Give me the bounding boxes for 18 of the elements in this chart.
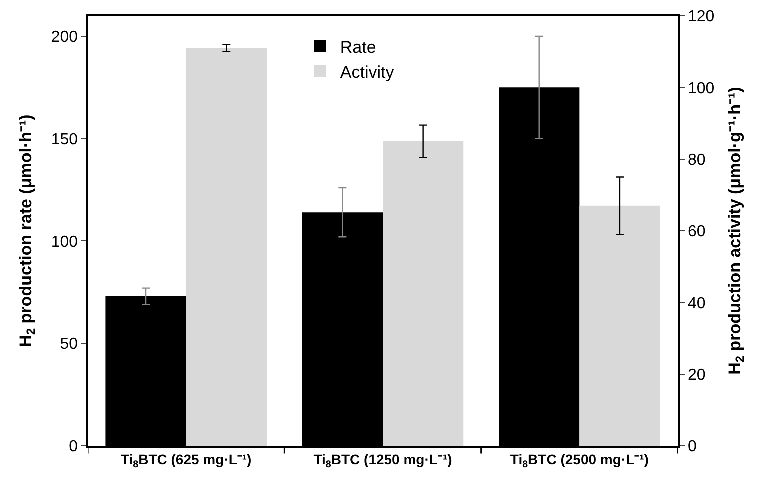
x-tick-label: Ti$_{8}$BTC (1250 mg·L⁻¹) <box>314 452 452 470</box>
x-tick-label: Ti$_{8}$BTC (2500 mg·L⁻¹) <box>510 452 649 470</box>
y-tick-label: 100 <box>51 234 78 251</box>
y2-tick-label: 60 <box>688 224 706 241</box>
y2-tick-label: 40 <box>688 295 706 312</box>
y2-tick-label: 120 <box>688 8 715 26</box>
x-tick-label: Ti$_{8}$BTC (625 mg·L⁻¹) <box>120 452 252 470</box>
bar <box>186 48 267 446</box>
y2-tick-label: 0 <box>688 438 697 456</box>
y2-tick-label: 100 <box>688 80 715 98</box>
legend-label: Activity <box>340 63 395 82</box>
y-tick-label: 200 <box>51 29 78 46</box>
y-tick-label: 50 <box>60 336 78 354</box>
legend-label: Rate <box>340 38 376 58</box>
y-tick-label: 0 <box>69 438 78 456</box>
y-tick-label: 150 <box>51 131 78 148</box>
y2-tick-label: 80 <box>688 152 706 169</box>
y2-tick-label: 20 <box>688 366 706 384</box>
